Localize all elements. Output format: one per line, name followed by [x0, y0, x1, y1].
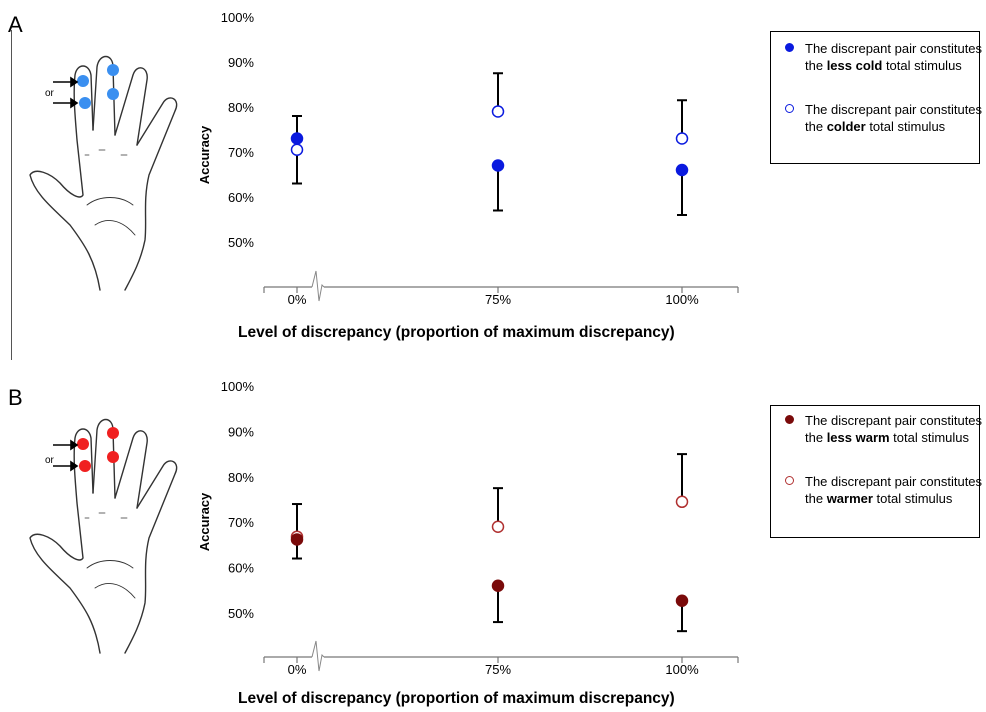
stimulus-dots-a — [77, 64, 119, 109]
hand-illustration-a — [29, 55, 178, 291]
legend-text-bold: colder — [826, 119, 866, 134]
y-tick-label: 100% — [221, 379, 255, 394]
data-point-filled — [675, 163, 689, 177]
legend-b: The discrepant pair constitutes the less… — [770, 405, 983, 538]
y-tick-label: 50% — [228, 235, 254, 250]
legend-text-prefix: The discrepant pair constitutes the — [805, 41, 983, 73]
y-axis-label: Accuracy — [197, 125, 212, 184]
x-axis-title-a: Level of discrepancy (proportion of maxi… — [238, 324, 675, 341]
legend-text-bold: less warm — [826, 430, 890, 445]
y-tick-label: 50% — [228, 606, 254, 621]
x-axis-title-b: Level of discrepancy (proportion of maxi… — [238, 690, 675, 707]
legend-text-suffix: total stimulus — [889, 430, 970, 445]
x-tick-label: 100% — [665, 662, 699, 677]
data-point-filled — [675, 594, 689, 607]
y-tick-label: 90% — [228, 55, 254, 70]
legend-text-prefix: The discrepant pair constitutes the — [805, 413, 983, 445]
data-point-open — [675, 495, 689, 509]
legend-text-bold: warmer — [826, 491, 873, 506]
open-circle-marker — [785, 104, 794, 113]
data-point-filled — [491, 579, 505, 593]
legend-text-prefix: The discrepant pair constitutes the — [805, 474, 983, 506]
legend-text-suffix: total stimulus — [872, 491, 953, 506]
data-point-open — [491, 520, 505, 533]
x-tick-label: 75% — [485, 662, 511, 677]
legend-text-suffix: total stimulus — [865, 119, 946, 134]
legend-text-prefix: The discrepant pair constitutes the — [805, 102, 983, 134]
open-circle-marker — [785, 476, 794, 485]
legend-a: The discrepant pair constitutes the less… — [770, 31, 983, 164]
y-tick-label: 70% — [228, 145, 254, 160]
y-axis-label: Accuracy — [197, 492, 212, 551]
y-tick-label: 100% — [221, 10, 255, 25]
y-tick-label: 60% — [228, 190, 254, 205]
axis-break-mark — [311, 640, 325, 672]
data-point-open — [675, 132, 689, 145]
chart-plot-0: 100% 90% 80% 70% 60% 50% Accuracy 0% 75% 100% — [197, 10, 739, 307]
data-point-filled — [290, 533, 304, 546]
data-point-open — [290, 143, 304, 156]
x-tick-label: 100% — [665, 292, 699, 307]
hand-or-label-b: or — [45, 455, 54, 466]
y-tick-label: 70% — [228, 515, 254, 530]
legend-text-suffix: total stimulus — [882, 58, 962, 73]
stimulus-dots-b — [77, 427, 119, 472]
hand-or-label-a: or — [45, 88, 54, 99]
data-point-filled — [491, 159, 505, 172]
axis-break-mark — [311, 270, 325, 302]
data-point-filled — [290, 132, 304, 145]
x-tick-label: 75% — [485, 292, 511, 307]
panel-b-letter: B — [8, 385, 23, 410]
y-tick-label: 60% — [228, 561, 254, 576]
y-tick-label: 80% — [228, 470, 254, 485]
x-tick-label: 0% — [288, 292, 307, 307]
filled-circle-marker — [785, 415, 794, 424]
panel-a-divider — [11, 30, 12, 360]
legend-text-bold: less cold — [826, 58, 883, 73]
chart-plot-1: 100% 90% 80% 70% 60% 50% Accuracy 0% 75% 100% — [197, 379, 739, 677]
y-tick-label: 80% — [228, 100, 254, 115]
data-point-open — [491, 105, 505, 118]
x-tick-label: 0% — [288, 662, 307, 677]
filled-circle-marker — [785, 43, 794, 52]
hand-illustration-b — [29, 418, 178, 654]
y-tick-label: 90% — [228, 424, 254, 439]
